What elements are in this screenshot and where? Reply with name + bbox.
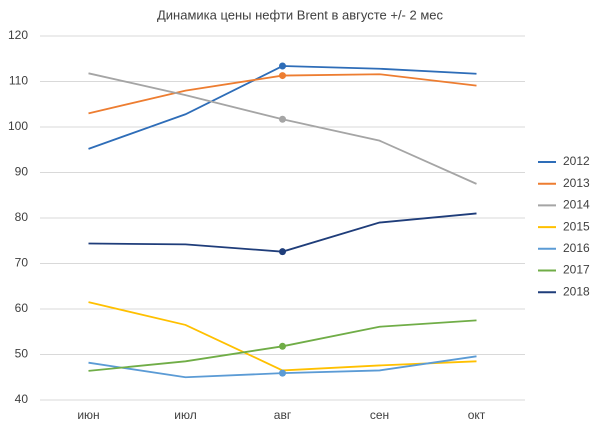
- legend-label: 2014: [563, 198, 590, 212]
- y-tick-label: 50: [15, 347, 29, 361]
- x-tick-label: авг: [274, 408, 292, 422]
- x-tick-label: сен: [370, 408, 389, 422]
- legend-label: 2012: [563, 154, 590, 168]
- chart-title: Динамика цены нефти Brent в августе +/- …: [157, 7, 444, 22]
- point-marker: [279, 72, 286, 80]
- series-line: [88, 301, 477, 372]
- point-marker: [279, 342, 286, 350]
- y-tick-label: 70: [15, 256, 29, 270]
- y-tick-label: 80: [15, 210, 29, 224]
- x-tick-label: июн: [77, 408, 99, 422]
- legend-label: 2013: [563, 176, 590, 190]
- legend-label: 2015: [563, 219, 590, 233]
- legend-label: 2017: [563, 263, 590, 277]
- y-tick-label: 120: [8, 28, 28, 42]
- x-tick-label: июл: [174, 408, 196, 422]
- y-tick-label: 40: [15, 392, 29, 406]
- y-tick-label: 110: [9, 74, 28, 88]
- x-tick-label: окт: [468, 408, 486, 422]
- y-tick-label: 90: [15, 165, 29, 179]
- point-marker: [279, 115, 286, 123]
- point-marker: [279, 248, 286, 256]
- point-marker: [279, 62, 286, 70]
- y-tick-label: 60: [15, 301, 29, 315]
- legend-label: 2016: [563, 241, 590, 255]
- series-line: [88, 212, 477, 253]
- y-tick-label: 100: [8, 119, 28, 133]
- legend-label: 2018: [563, 284, 590, 298]
- series-line: [88, 73, 477, 115]
- point-marker: [279, 369, 286, 377]
